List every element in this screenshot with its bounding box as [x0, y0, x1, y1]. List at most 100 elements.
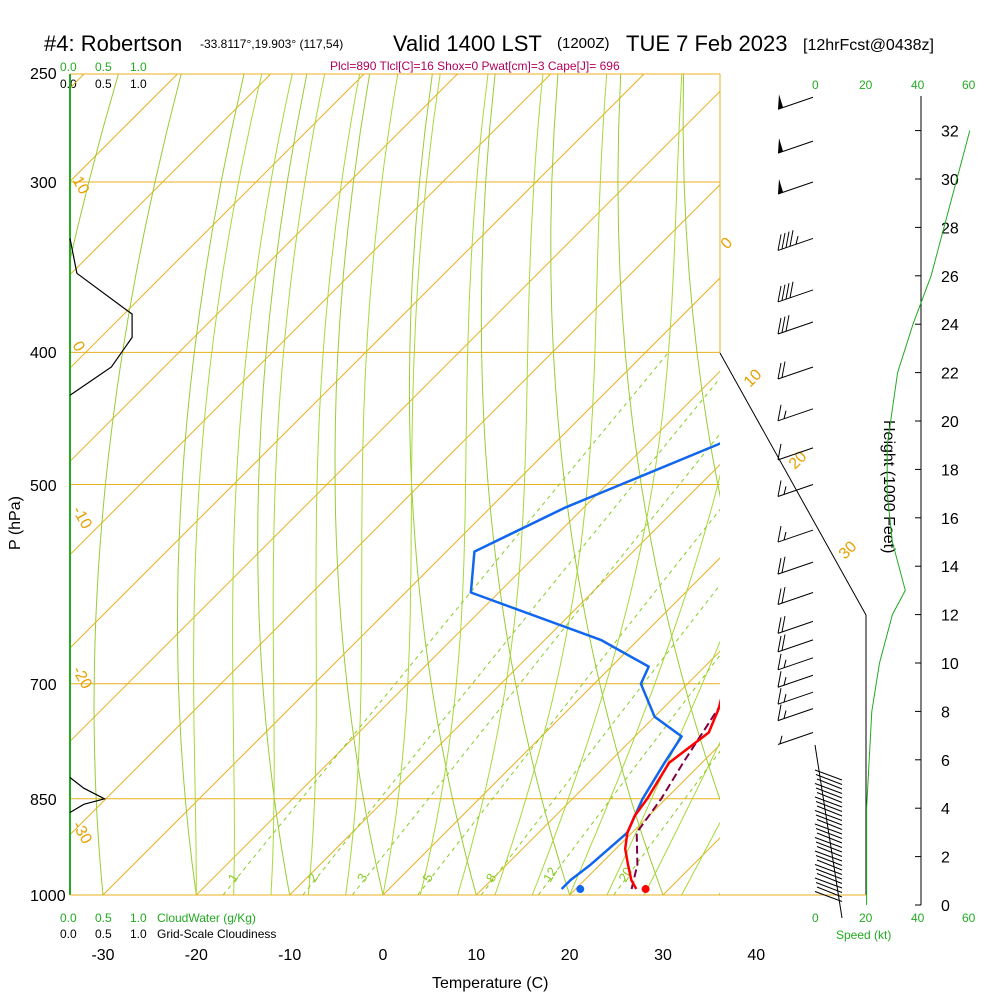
wind-barb-feather — [785, 315, 790, 332]
wind-barb-feather — [781, 284, 786, 301]
wind-barb-staff — [777, 140, 814, 154]
wind-barb — [777, 634, 814, 653]
moist-adiabat — [606, 640, 720, 895]
dry-adiabat — [682, 74, 720, 498]
cloudiness-scale-bottom-0: 0.0 — [60, 927, 77, 941]
wind-barb-feather — [777, 653, 782, 670]
wind-barb-feather — [781, 556, 786, 573]
moist-adiabat — [643, 741, 720, 895]
pressure-axis-title: P (hPa) — [7, 496, 24, 550]
low-level-barb — [815, 868, 843, 880]
wind-barb — [777, 688, 814, 705]
pressure-tick-label: 850 — [30, 792, 57, 809]
speed-axis-title: Speed (kt) — [836, 928, 891, 942]
wind-barb-staff — [777, 620, 814, 634]
wind-barb-feather — [789, 281, 794, 298]
forecast-label: [12hrFcst@0438z] — [803, 37, 934, 54]
wind-barb-half — [783, 531, 787, 541]
profile-layer — [469, 442, 720, 894]
dry-adiabat — [408, 74, 477, 895]
low-level-barb — [814, 877, 843, 889]
height-tick-label: 14 — [941, 559, 959, 576]
speed-tick-top-20: 20 — [859, 78, 873, 92]
temperature-profile — [623, 698, 720, 890]
dry-adiabat — [176, 74, 245, 895]
low-level-barb — [815, 841, 843, 853]
cloudwater-scale-bottom-05: 0.5 — [95, 911, 112, 925]
low-level-barb — [816, 873, 843, 884]
wind-barb — [777, 615, 814, 634]
surface-temperature-marker — [641, 885, 650, 894]
wind-barb — [777, 704, 814, 722]
wind-barb-half — [779, 735, 783, 744]
mixing-ratio-label: 5 — [419, 871, 436, 885]
cloudiness-scale-0: 0.0 — [60, 77, 77, 91]
wind-barb — [777, 443, 814, 461]
wind-barb-feather — [781, 316, 786, 333]
isotherm-label: 20 — [786, 448, 811, 473]
height-tick-label: 8 — [941, 704, 950, 721]
height-tick-label: 22 — [941, 366, 959, 383]
moist-adiabat — [494, 74, 608, 895]
isotherm-label: -10 — [69, 504, 95, 533]
temperature-tick-label: 0 — [379, 947, 388, 964]
cloudwater-scale-bottom-0: 0.0 — [60, 911, 77, 925]
low-level-barb — [814, 837, 843, 848]
isotherm-line — [70, 74, 645, 649]
cloudwater-scale-05: 0.5 — [95, 60, 112, 74]
wind-barb-feather — [777, 671, 782, 688]
wind-barb-half — [783, 677, 787, 686]
low-level-barb — [816, 846, 843, 857]
wind-barb-half — [795, 235, 799, 245]
wind-barb-staff — [777, 592, 814, 605]
mixing-ratio-line — [351, 433, 720, 895]
temperature-tick-label: 40 — [747, 947, 765, 964]
wind-barb-half — [783, 486, 787, 495]
isotherm-line — [70, 90, 720, 743]
wind-barb-feather — [781, 586, 786, 604]
isotherm-line — [70, 183, 720, 836]
wind-barb-staff — [777, 181, 814, 195]
low-level-barb — [816, 805, 843, 817]
isotherm-label: 30 — [836, 538, 861, 563]
isotherm-label: -20 — [69, 664, 95, 693]
pressure-tick-label: 400 — [30, 345, 57, 362]
wind-barb-feather — [777, 588, 782, 605]
dry-adiabat — [935, 74, 1000, 895]
cloudiness-scale-bottom-1: 1.0 — [130, 927, 147, 941]
isotherm-line — [289, 463, 720, 895]
wind-barb-staff — [777, 639, 814, 653]
height-tick-label: 24 — [941, 317, 959, 334]
temperature-tick-label: 10 — [467, 947, 485, 964]
height-axis-title: Height (1000 Feet) — [880, 420, 897, 553]
mixing-ratio-label: 8 — [483, 871, 500, 885]
wind-speed-profile — [866, 130, 971, 905]
height-tick-label: 0 — [941, 898, 950, 915]
cloudwater-scale-0: 0.0 — [60, 60, 77, 74]
wind-barb-staff — [777, 447, 814, 461]
low-level-barb — [815, 787, 843, 799]
temperature-tick-label: -20 — [185, 947, 208, 964]
temperature-tick-label: -10 — [278, 947, 301, 964]
height-tick-label: 10 — [941, 656, 959, 673]
isotherm-label: 10 — [69, 174, 93, 198]
wind-barb-feather — [781, 615, 786, 633]
wind-barb-staff — [777, 484, 814, 497]
speed-tick-top-60: 60 — [962, 78, 976, 92]
temperature-tick-label: 20 — [561, 947, 579, 964]
wind-barb-feather — [777, 558, 782, 575]
height-tick-label: 30 — [941, 172, 959, 189]
wind-barb-staff — [777, 321, 814, 335]
mixing-ratio-label: 1 — [225, 871, 242, 885]
wind-barb-half — [783, 410, 787, 419]
wind-barb-half — [783, 710, 787, 719]
surface-dewpoint-marker — [576, 885, 585, 894]
moist-adiabat — [382, 74, 441, 895]
isotherm-line — [70, 74, 272, 276]
station-coords: -33.8117°,19.903° (117,54) — [200, 37, 343, 51]
wind-barb-pennant — [778, 138, 783, 154]
speed-tick-top-0: 0 — [812, 78, 819, 92]
wind-barb-feather — [777, 688, 782, 705]
